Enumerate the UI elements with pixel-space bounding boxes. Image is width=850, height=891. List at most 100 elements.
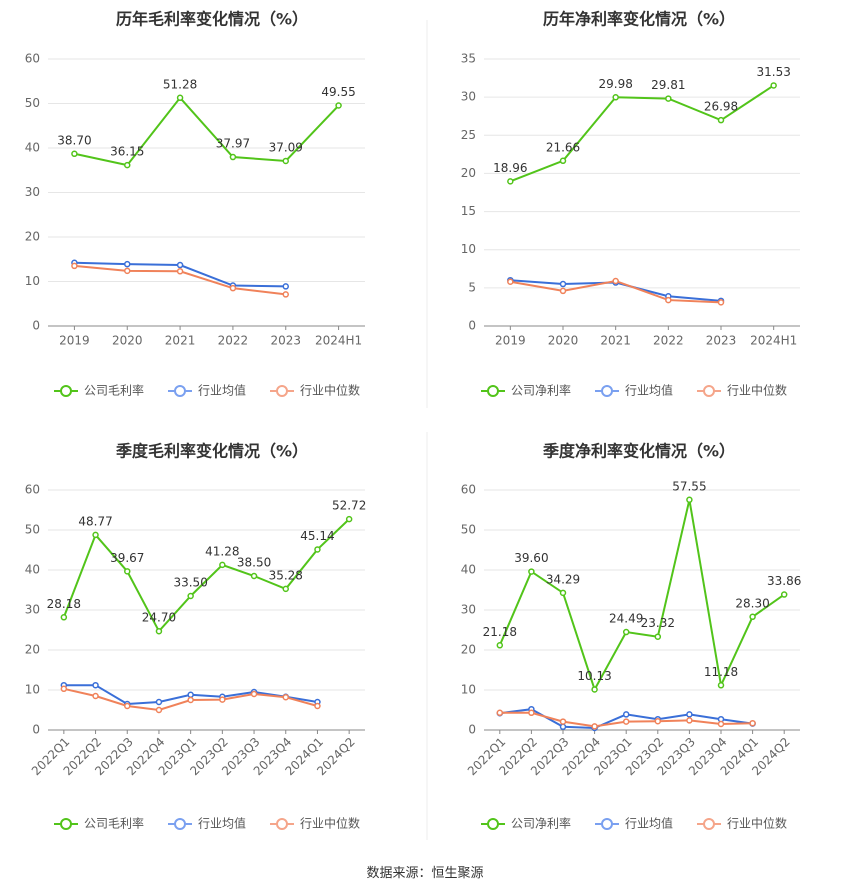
data-point-company	[528, 568, 535, 575]
data-point-industry-avg	[187, 691, 194, 699]
data-label: 28.30	[735, 596, 769, 610]
y-tick-label: 0	[32, 723, 40, 737]
y-tick-label: 60	[25, 52, 40, 66]
data-point-company	[314, 546, 321, 553]
data-label: 24.49	[609, 612, 643, 626]
data-label: 21.66	[546, 140, 580, 154]
data-point-industry-avg	[92, 681, 99, 689]
data-point-industry-median	[591, 723, 598, 730]
data-point-company	[282, 585, 289, 593]
data-point-industry-median	[665, 296, 672, 304]
data-point-company	[717, 116, 725, 124]
data-label: 37.97	[216, 137, 250, 151]
y-tick-label: 60	[461, 483, 476, 497]
data-point-company	[612, 94, 619, 101]
y-tick-label: 30	[25, 603, 40, 617]
data-label: 39.67	[110, 551, 144, 565]
data-source-footer: 数据来源：恒生聚源	[366, 866, 484, 881]
data-point-company	[686, 496, 693, 504]
data-point-industry-median	[282, 693, 289, 701]
data-label: 51.28	[163, 77, 197, 91]
annual-net-title: 历年净利率变化情况（%）	[543, 10, 735, 29]
data-point-industry-median	[60, 685, 68, 693]
data-label: 38.50	[237, 556, 271, 570]
data-point-industry-median	[314, 702, 321, 710]
legend-marker-company	[60, 818, 72, 830]
data-point-company	[176, 94, 184, 102]
y-tick-label: 5	[468, 280, 476, 294]
data-label: 49.55	[321, 85, 355, 99]
legend-label-industry-avg: 行业均值	[625, 383, 673, 398]
legend-marker-industry-median	[703, 818, 715, 830]
data-point-company	[622, 628, 630, 636]
legend-label-industry-avg: 行业均值	[198, 816, 246, 831]
data-point-industry-median	[92, 692, 99, 700]
data-point-industry-avg	[176, 261, 184, 269]
data-point-industry-median	[71, 262, 78, 270]
quarterly-gross-legend: 公司毛利率 行业均值 行业中位数	[54, 816, 360, 831]
data-point-company	[496, 642, 504, 649]
y-tick-label: 30	[461, 90, 476, 104]
x-tick-label: 2019	[59, 334, 90, 348]
legend-label-company: 公司毛利率	[84, 383, 144, 398]
data-point-company	[155, 627, 163, 635]
data-label: 10.13	[577, 669, 611, 683]
data-point-industry-median	[507, 278, 514, 286]
y-tick-label: 10	[25, 274, 40, 288]
quarterly-gross-title: 季度毛利率变化情况（%）	[115, 442, 308, 461]
data-point-industry-avg	[559, 280, 567, 288]
quarterly-net-legend: 公司净利率 行业均值 行业中位数	[481, 816, 787, 831]
series-line-company	[509, 84, 775, 183]
y-tick-label: 0	[468, 319, 476, 333]
data-point-company	[559, 157, 567, 165]
data-label: 29.98	[598, 77, 632, 91]
legend-marker-industry-avg	[174, 818, 186, 830]
legend-label-company: 公司净利率	[511, 816, 571, 831]
quarterly-net-chart: 季度净利率变化情况（%）01020304050602022Q12022Q2202…	[461, 442, 802, 831]
x-tick-label: 2021	[165, 334, 196, 348]
data-point-industry-median	[686, 717, 693, 724]
data-label: 37.09	[269, 140, 303, 154]
data-label: 35.28	[269, 568, 303, 582]
x-tick-label: 2020	[548, 334, 579, 348]
data-point-industry-median	[282, 291, 289, 298]
y-tick-label: 50	[25, 523, 40, 537]
data-point-company	[717, 682, 725, 689]
data-point-industry-median	[496, 709, 504, 717]
data-label: 48.77	[78, 514, 112, 528]
y-tick-label: 0	[468, 723, 476, 737]
data-point-industry-avg	[155, 698, 163, 706]
y-tick-label: 50	[25, 96, 40, 110]
data-label: 34.29	[546, 572, 580, 586]
data-point-industry-avg	[686, 711, 693, 718]
data-point-industry-median	[622, 718, 630, 725]
data-label: 31.53	[756, 65, 790, 79]
data-point-company	[770, 82, 777, 89]
legend-label-company: 公司毛利率	[84, 816, 144, 831]
x-tick-label: 2023	[706, 334, 737, 348]
legend-marker-industry-avg	[174, 385, 186, 397]
y-tick-label: 10	[25, 683, 40, 697]
data-point-industry-median	[559, 718, 567, 725]
data-point-company	[559, 589, 567, 597]
series-line-company	[498, 499, 785, 692]
data-label: 24.70	[142, 611, 176, 625]
data-point-industry-avg	[282, 283, 289, 290]
y-tick-label: 25	[461, 128, 476, 142]
data-point-industry-median	[219, 696, 226, 703]
data-point-company	[507, 178, 514, 185]
y-tick-label: 10	[461, 242, 476, 256]
data-label: 36.15	[110, 145, 144, 159]
x-tick-label: 2019	[495, 334, 526, 348]
annual-gross-legend: 公司毛利率 行业均值 行业中位数	[54, 383, 360, 398]
legend-label-industry-median: 行业中位数	[727, 383, 787, 398]
data-point-company	[250, 572, 258, 580]
data-point-industry-median	[612, 277, 619, 285]
x-tick-label: 2022	[218, 334, 249, 348]
legend-marker-company	[487, 385, 499, 397]
data-point-industry-avg	[124, 260, 131, 268]
data-point-industry-median	[155, 706, 163, 714]
data-point-company	[335, 102, 342, 109]
y-tick-label: 30	[25, 185, 40, 199]
data-label: 39.60	[514, 551, 548, 565]
